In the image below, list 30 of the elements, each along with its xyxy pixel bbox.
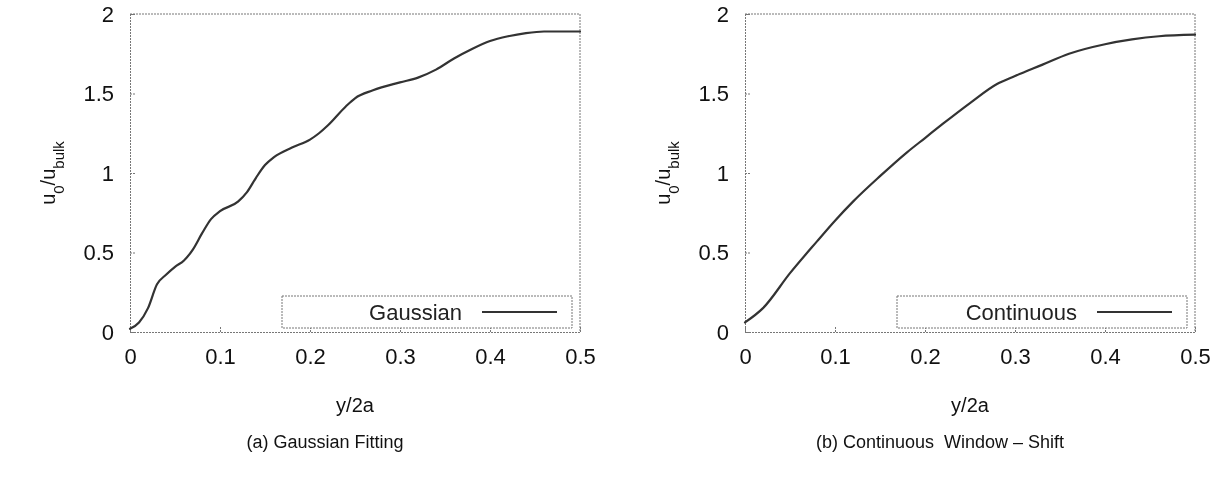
y-tick-label: 1 [716, 160, 729, 186]
x-tick-label: 0.4 [1090, 343, 1121, 369]
y-tick-label: 1 [101, 160, 114, 186]
legend-label: Continuous [965, 300, 1077, 325]
x-tick-label: 0.2 [910, 343, 941, 369]
y-tick-label: 2 [101, 1, 114, 27]
x-axis-title: y/2a [336, 394, 375, 416]
y-tick-label: 1.5 [698, 81, 729, 107]
line-series [128, 30, 582, 330]
x-tick-label: 0.1 [820, 343, 851, 369]
text: (a) Gaussian Fitting [246, 432, 404, 452]
x-axis-title: y/2a [951, 394, 990, 416]
x-tick-label: 0.1 [205, 343, 236, 369]
x-tick-label: 0.4 [475, 343, 506, 369]
y-tick-label: 0 [716, 319, 729, 345]
y-tick-label: 2 [716, 1, 729, 27]
text: (b) Continuous Window – Shift [815, 432, 1065, 452]
x-tick-label: 0.3 [1000, 343, 1031, 369]
y-tick-label: 0.5 [83, 240, 114, 266]
y-tick-label: 0 [101, 319, 114, 345]
x-tick-label: 0.5 [1180, 343, 1211, 369]
legend-label: Gaussian [369, 300, 462, 325]
x-tick-label: 0.5 [565, 343, 596, 369]
x-tick-label: 0 [739, 343, 752, 369]
y-tick-label: 1.5 [83, 81, 114, 107]
x-tick-label: 0 [124, 343, 137, 369]
x-tick-label: 0.3 [385, 343, 416, 369]
line-series [743, 33, 1197, 324]
y-tick-label: 0.5 [698, 240, 729, 266]
x-tick-label: 0.2 [295, 343, 326, 369]
